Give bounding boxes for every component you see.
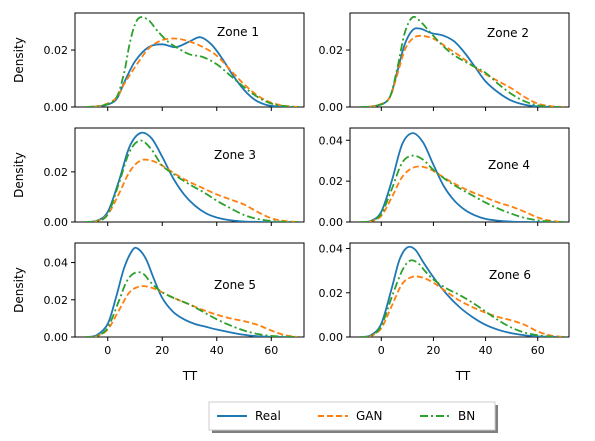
legend-box: [208, 401, 496, 431]
series-line-gan: [85, 158, 299, 222]
y-tick-label: 0.02: [319, 287, 344, 300]
series-group: [85, 16, 299, 107]
zone-label: Zone 1: [217, 25, 259, 39]
y-tick-label: 0.04: [319, 243, 344, 256]
y-tick-label: 0.04: [44, 257, 69, 270]
y-tick-label: 0.02: [319, 175, 344, 188]
panel-zone-5: Zone 5 Density TT 0.00 0.02 0.04 0 20 40 60: [12, 242, 305, 383]
axes-frame: [74, 127, 305, 223]
legend-item-bn: BN: [420, 409, 475, 423]
y-tick-label: 0.00: [44, 101, 69, 114]
legend-label-real: Real: [255, 409, 281, 423]
series-line-bn: [85, 16, 299, 107]
series-line-real: [360, 132, 564, 222]
x-tick-label: 20: [426, 344, 440, 357]
x-tick-label: 40: [479, 344, 493, 357]
series-line-gan: [360, 275, 564, 337]
zone-label: Zone 2: [487, 26, 529, 40]
y-tick-label: 0.02: [319, 44, 344, 57]
axes-frame: [74, 12, 305, 108]
series-line-real: [85, 131, 299, 222]
axes-frame: [349, 127, 570, 223]
x-tick-label: 20: [155, 344, 169, 357]
series-line-real: [360, 245, 564, 337]
y-axis-label: Density: [12, 37, 26, 83]
series-line-bn: [85, 271, 299, 337]
x-tick-label: 40: [210, 344, 224, 357]
axes-frame: [74, 242, 305, 338]
axes-frame: [349, 242, 570, 338]
x-tick-label: 60: [531, 344, 545, 357]
series-line-bn: [360, 15, 564, 107]
legend-item-real: Real: [217, 409, 281, 423]
zone-label: Zone 4: [488, 158, 530, 172]
series-line-gan: [360, 165, 564, 222]
zone-label: Zone 6: [489, 268, 531, 282]
panel-zone-3: Zone 3 Density 0.00 0.02: [12, 127, 305, 229]
series-line-bn: [85, 139, 299, 222]
series-group: [360, 15, 564, 107]
x-axis-label: TT: [182, 369, 198, 383]
series-line-gan: [85, 37, 299, 107]
y-axis-label: Density: [12, 152, 26, 198]
series-line-gan: [360, 34, 564, 107]
series-group: [85, 131, 299, 222]
y-tick-label: 0.04: [319, 134, 344, 147]
series-line-real: [85, 246, 299, 337]
zone-label: Zone 3: [214, 148, 256, 162]
legend-item-gan: GAN: [318, 409, 382, 423]
y-tick-label: 0.02: [44, 166, 69, 179]
legend-label-bn: BN: [458, 409, 475, 423]
series-line-bn: [360, 154, 564, 222]
panel-zone-1: Zone 1 Density 0.00 0.02: [12, 12, 305, 114]
plot-area: 0.00 0.02 0.04 0 20 40 60: [44, 246, 299, 357]
x-tick-label: 0: [104, 344, 111, 357]
plot-area: 0.00 0.02 0.04 0 20 40 60: [319, 243, 564, 357]
x-tick-label: 60: [264, 344, 278, 357]
legend: Real GAN BN: [208, 401, 498, 433]
y-tick-label: 0.00: [319, 216, 344, 229]
plot-area: 0.00 0.02 0.04: [319, 132, 564, 229]
y-tick-label: 0.00: [44, 331, 69, 344]
panel-zone-2: Zone 2 0.00 0.02: [319, 12, 570, 114]
series-group: [360, 245, 564, 337]
plot-area: 0.00 0.02: [44, 131, 299, 229]
y-tick-label: 0.02: [44, 294, 69, 307]
axes-frame: [349, 12, 570, 108]
series-line-bn: [360, 259, 564, 337]
panel-zone-6: Zone 6 TT 0.00 0.02 0.04 0 20 40 60: [319, 242, 570, 383]
series-group: [85, 246, 299, 337]
y-tick-label: 0.00: [319, 331, 344, 344]
zone-label: Zone 5: [214, 278, 256, 292]
plot-area: 0.00 0.02: [319, 15, 564, 114]
y-tick-label: 0.00: [319, 101, 344, 114]
y-tick-label: 0.02: [44, 44, 69, 57]
x-axis-label: TT: [455, 369, 471, 383]
panel-zone-4: Zone 4 0.00 0.02 0.04: [319, 127, 570, 229]
y-axis-label: Density: [12, 267, 26, 313]
x-tick-label: 0: [378, 344, 385, 357]
series-group: [360, 132, 564, 222]
plot-area: 0.00 0.02: [44, 16, 299, 114]
y-tick-label: 0.00: [44, 216, 69, 229]
legend-label-gan: GAN: [356, 409, 382, 423]
